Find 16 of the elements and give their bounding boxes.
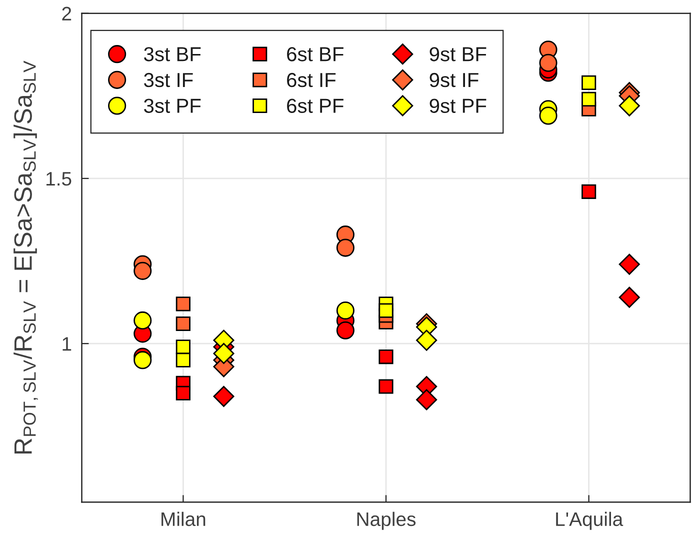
legend-label: 6st PF	[287, 98, 344, 113]
x-tick-label: L'Aquila	[556, 512, 624, 530]
legend-label: 9st IF	[430, 72, 478, 88]
y-tick-label: 2	[62, 6, 72, 20]
y-axis-title: R$_{POT,SLV}$/R$_{SLV}$ = E[Sa>Sa$_{SLV}$]/Sa$_{SLV}$	[14, 60, 38, 454]
legend-label: 3st BF	[144, 47, 201, 62]
legend-label: 6st BF	[287, 47, 344, 62]
legend-label: 9st PF	[430, 98, 486, 113]
legend-label: 3st PF	[144, 98, 201, 113]
y-tick-label: 1	[62, 337, 72, 351]
legend-label: 6st IF	[287, 72, 336, 88]
x-tick-label: Milan	[162, 512, 206, 526]
x-tick-label: Naples	[357, 512, 416, 530]
legend-label: 9st BF	[430, 47, 486, 62]
legend-label: 3st IF	[144, 72, 193, 88]
y-tick-label: 1.5	[46, 172, 72, 186]
